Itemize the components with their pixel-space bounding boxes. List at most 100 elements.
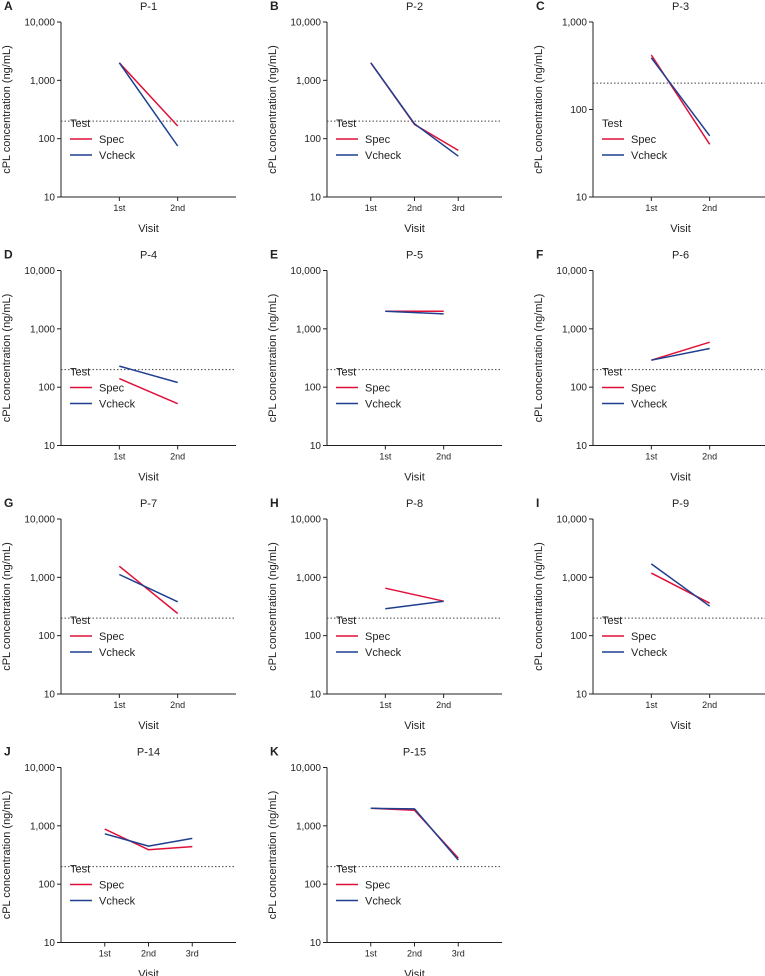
y-axis-label: cPL concentration (ng/mL) — [267, 294, 279, 423]
y-axis-label: cPL concentration (ng/mL) — [267, 45, 279, 174]
panel-title: P-7 — [140, 498, 157, 510]
series-line-spec — [118, 62, 179, 127]
x-tick-label: 1st — [365, 949, 378, 959]
legend-title: Test — [336, 118, 356, 130]
y-tick-label: 10,000 — [556, 266, 587, 277]
panel-title: P-14 — [137, 747, 160, 759]
y-tick-label: 10,000 — [290, 18, 321, 29]
x-axis-label: Visit — [404, 720, 425, 732]
series-line-vcheck — [650, 57, 711, 137]
x-tick-label: 2nd — [170, 452, 185, 462]
y-axis-label: cPL concentration (ng/mL) — [533, 542, 545, 671]
series-line-vcheck — [104, 833, 193, 847]
y-tick-label: 10 — [576, 690, 588, 701]
panel-letter: B — [270, 0, 279, 13]
y-tick-label: 100 — [304, 134, 321, 145]
legend-label-vcheck: Vcheck — [99, 150, 136, 162]
x-tick-label: 2nd — [141, 949, 156, 959]
x-tick-label: 1st — [99, 949, 112, 959]
y-tick-label: 10,000 — [24, 18, 55, 29]
x-tick-label: 2nd — [170, 700, 185, 710]
y-tick-label: 10,000 — [290, 763, 321, 774]
panel-letter: K — [270, 745, 279, 759]
x-axis-label: Visit — [404, 472, 425, 484]
series-line-vcheck — [385, 310, 444, 315]
legend-label-vcheck: Vcheck — [365, 399, 402, 411]
x-tick-label: 2nd — [702, 700, 717, 710]
x-axis-label: Visit — [404, 223, 425, 235]
y-axis-label: cPL concentration (ng/mL) — [267, 542, 279, 671]
y-axis-label: cPL concentration (ng/mL) — [533, 45, 545, 174]
panel-letter: G — [4, 496, 13, 510]
legend-label-vcheck: Vcheck — [99, 647, 136, 659]
legend-label-spec: Spec — [99, 631, 125, 643]
legend-title: Test — [336, 615, 356, 627]
legend-label-vcheck: Vcheck — [99, 896, 136, 908]
y-tick-label: 10 — [310, 938, 322, 949]
y-tick-label: 100 — [304, 383, 321, 394]
y-tick-label: 1,000 — [562, 324, 587, 335]
x-axis-label: Visit — [404, 969, 425, 976]
y-tick-label: 100 — [38, 383, 55, 394]
legend-label-vcheck: Vcheck — [631, 647, 668, 659]
x-tick-label: 1st — [645, 452, 658, 462]
series-line-spec — [385, 587, 444, 602]
legend-title: Test — [70, 367, 90, 379]
x-tick-label: 1st — [113, 700, 126, 710]
series-line-vcheck — [118, 62, 179, 147]
series-line-spec — [370, 807, 459, 859]
y-tick-label: 10,000 — [24, 763, 55, 774]
x-tick-label: 1st — [645, 700, 658, 710]
series-line-vcheck — [651, 347, 710, 361]
x-axis-label: Visit — [138, 472, 159, 484]
series-line-spec — [650, 572, 711, 604]
y-axis-label: cPL concentration (ng/mL) — [267, 791, 279, 920]
legend-label-spec: Spec — [99, 383, 125, 395]
legend-label-spec: Spec — [631, 134, 657, 146]
x-axis-label: Visit — [670, 720, 691, 732]
series-line-spec — [118, 565, 179, 615]
y-tick-label: 10 — [44, 193, 56, 204]
y-tick-label: 10 — [310, 193, 322, 204]
x-tick-label: 1st — [645, 203, 658, 213]
legend-label-vcheck: Vcheck — [365, 896, 402, 908]
panel-letter: C — [536, 0, 545, 13]
legend-title: Test — [336, 864, 356, 876]
legend-title: Test — [70, 615, 90, 627]
series-line-vcheck — [370, 62, 459, 157]
legend-label-spec: Spec — [99, 880, 125, 892]
y-tick-label: 10,000 — [24, 515, 55, 526]
y-tick-label: 1,000 — [30, 324, 55, 335]
legend-label-spec: Spec — [631, 383, 657, 395]
y-tick-label: 1,000 — [30, 76, 55, 87]
y-tick-label: 10 — [44, 938, 56, 949]
x-axis-label: Visit — [138, 720, 159, 732]
legend-label-vcheck: Vcheck — [365, 150, 402, 162]
y-tick-label: 1,000 — [562, 18, 587, 29]
panel-title: P-2 — [406, 1, 423, 13]
legend-label-vcheck: Vcheck — [99, 399, 136, 411]
legend-label-spec: Spec — [99, 134, 125, 146]
x-tick-label: 3rd — [186, 949, 199, 959]
series-line-vcheck — [118, 573, 179, 603]
series-line-vcheck — [370, 807, 459, 861]
y-tick-label: 1,000 — [296, 324, 321, 335]
x-tick-label: 2nd — [436, 452, 451, 462]
y-tick-label: 10 — [44, 441, 56, 452]
legend-label-spec: Spec — [365, 134, 391, 146]
series-line-spec — [119, 377, 178, 405]
panel-letter: H — [270, 496, 279, 510]
legend-title: Test — [70, 864, 90, 876]
y-tick-label: 10 — [576, 193, 588, 204]
y-axis-label: cPL concentration (ng/mL) — [1, 791, 13, 920]
panel-title: P-15 — [403, 747, 426, 759]
y-tick-label: 1,000 — [296, 821, 321, 832]
panel-title: P-6 — [672, 250, 689, 262]
y-tick-label: 100 — [570, 631, 587, 642]
legend-title: Test — [602, 367, 622, 379]
legend-label-vcheck: Vcheck — [631, 150, 668, 162]
x-tick-label: 1st — [113, 452, 126, 462]
x-tick-label: 1st — [365, 203, 378, 213]
panel-title: P-3 — [672, 1, 689, 13]
